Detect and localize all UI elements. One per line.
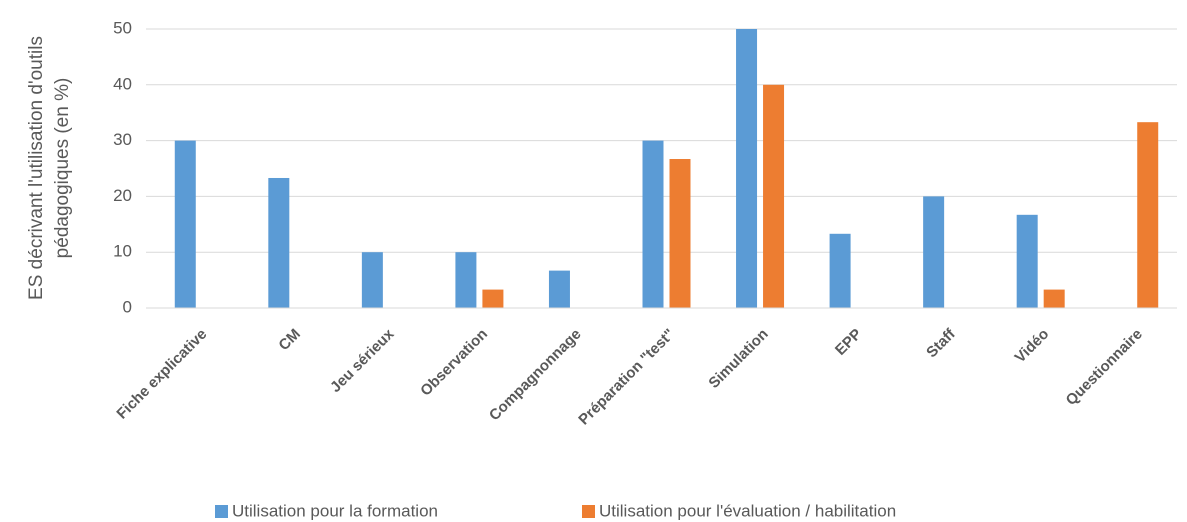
x-tick-label: Observation <box>417 326 491 400</box>
y-tick-label: 10 <box>113 242 132 261</box>
x-tick-label: Staff <box>923 325 959 361</box>
bar <box>174 140 196 308</box>
y-axis-title: pédagogiques (en %) <box>52 78 73 259</box>
bar <box>455 252 477 308</box>
bar <box>1043 289 1065 308</box>
bar <box>736 29 758 308</box>
x-tick-label: Fiche explicative <box>113 326 210 423</box>
x-tick-label: CM <box>275 326 304 355</box>
x-tick-label: Questionnaire <box>1063 326 1146 409</box>
legend-swatch <box>582 505 595 518</box>
x-tick-label: Préparation "test" <box>575 326 678 429</box>
y-tick-label: 40 <box>113 74 132 93</box>
bar <box>1137 122 1159 308</box>
legend-label: Utilisation pour la formation <box>232 501 438 520</box>
y-tick-label: 0 <box>123 297 132 316</box>
bar <box>268 177 290 308</box>
x-tick-label: Vidéo <box>1012 326 1053 367</box>
bar <box>829 233 851 308</box>
bar <box>482 289 504 308</box>
bar <box>763 84 785 308</box>
y-axis-title: ES décrivant l'utilisation d'outils <box>26 36 47 300</box>
legend-label: Utilisation pour l'évaluation / habilita… <box>599 501 896 520</box>
bar <box>1016 214 1038 308</box>
bar <box>548 270 570 308</box>
x-tick-label: Simulation <box>705 326 771 392</box>
y-tick-label: 50 <box>113 18 132 37</box>
bar <box>669 159 691 308</box>
x-tick-label: EPP <box>832 326 865 359</box>
bar <box>361 252 383 308</box>
bar <box>642 140 664 308</box>
bar <box>923 196 945 308</box>
x-tick-label: Jeu sérieux <box>327 325 398 396</box>
x-tick-label: Compagnonnage <box>486 326 585 425</box>
legend-swatch <box>215 505 228 518</box>
y-tick-label: 30 <box>113 130 132 149</box>
y-tick-label: 20 <box>113 186 132 205</box>
